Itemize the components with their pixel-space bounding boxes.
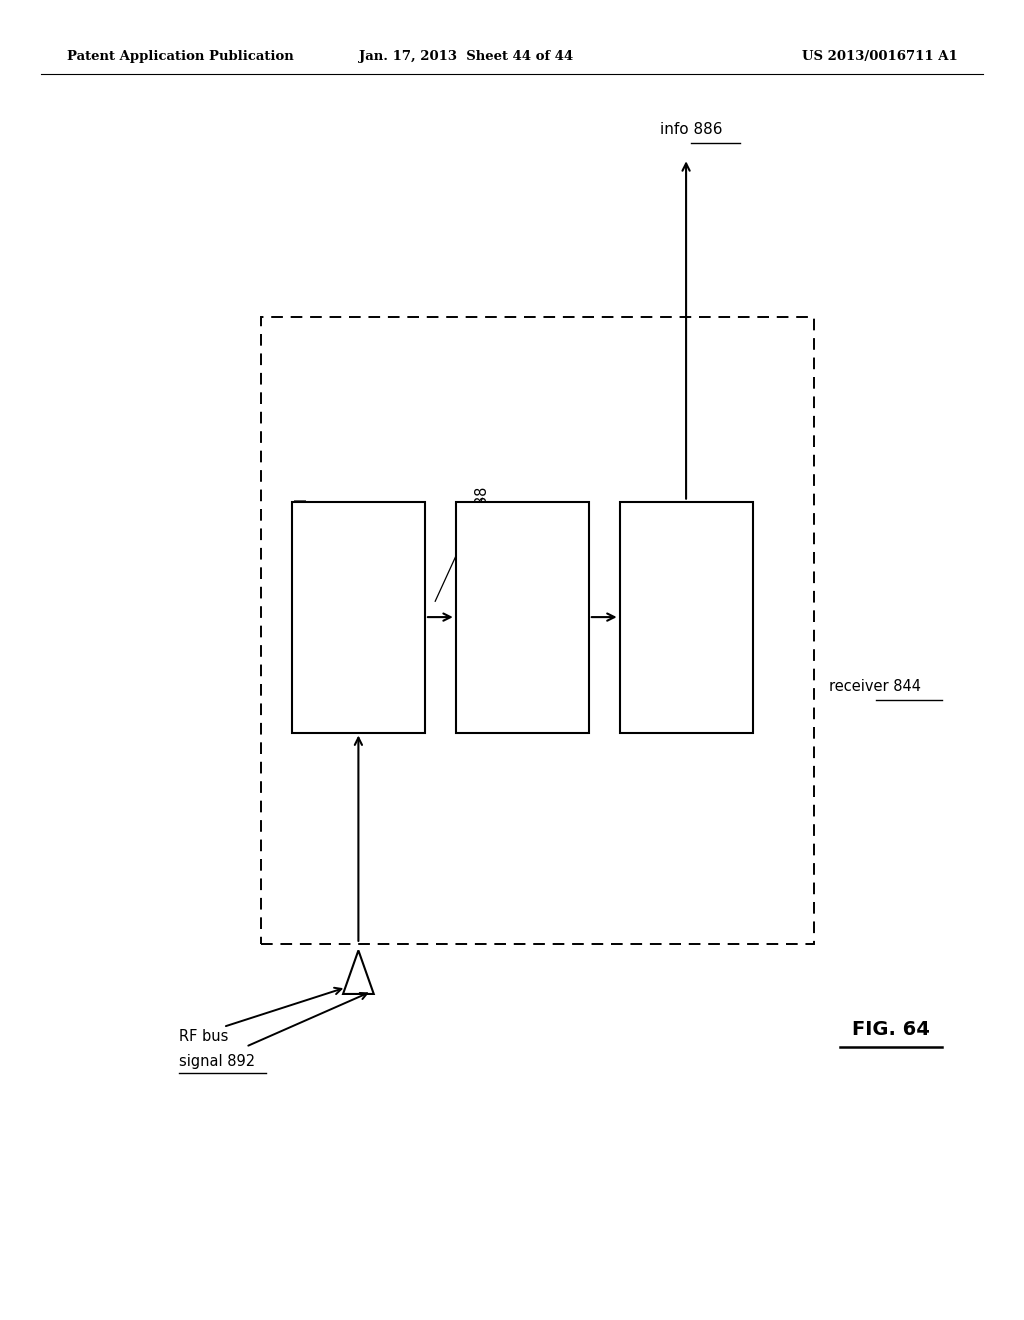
Text: signal 890: signal 890 [312,507,327,582]
Bar [456,502,589,733]
Text: RF receiver: RF receiver [317,581,399,595]
Bar [261,317,814,944]
Text: Jan. 17, 2013  Sheet 44 of 44: Jan. 17, 2013 Sheet 44 of 44 [358,50,573,63]
Text: FIG. 64: FIG. 64 [852,1020,930,1039]
Text: US 2013/0016711 A1: US 2013/0016711 A1 [802,50,957,63]
Text: down-: down- [500,546,545,561]
Text: signal 892: signal 892 [179,1053,255,1069]
Text: Patent Application Publication: Patent Application Publication [67,50,293,63]
Text: 920: 920 [344,643,373,657]
Text: symbol stream 888: symbol stream 888 [475,487,489,628]
Text: receiver 844: receiver 844 [829,678,922,694]
Text: info 886: info 886 [659,121,723,137]
Text: BB: BB [676,546,696,561]
Text: BB or near-BB: BB or near-BB [457,507,471,609]
Text: RF bus: RF bus [179,1028,228,1044]
Text: module 924: module 924 [642,643,730,657]
Text: up-converted: up-converted [294,495,308,594]
Bar [620,502,753,733]
Text: processing: processing [646,591,726,606]
Text: conversion: conversion [482,591,562,606]
Text: module 922: module 922 [478,643,566,657]
Bar [292,502,425,733]
